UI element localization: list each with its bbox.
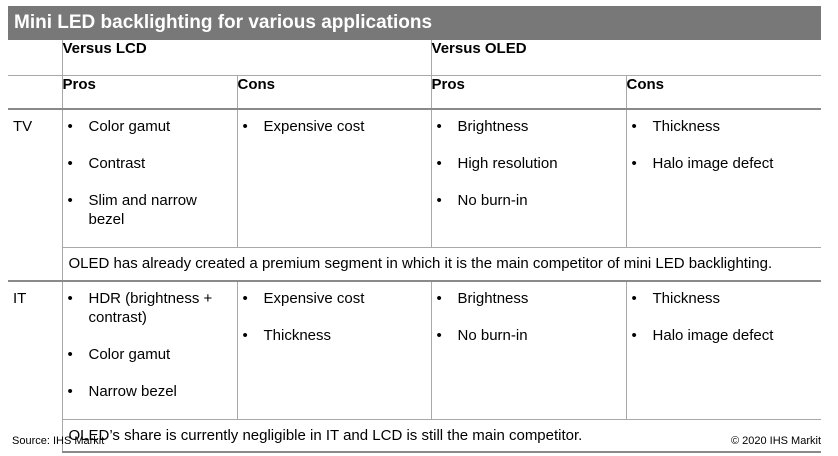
versus-oled-header: Versus OLED <box>430 40 822 76</box>
it-lcd-pros: HDR (brightness + contrast) Color gamut … <box>61 279 237 419</box>
copyright-note: © 2020 IHS Markit <box>730 435 821 447</box>
lcd-cons-header: Cons <box>236 75 432 110</box>
list-item: Halo image defect <box>632 326 822 345</box>
list-item: Brightness <box>437 289 626 308</box>
oled-pros-header: Pros <box>430 75 627 110</box>
it-oled-pros: Brightness No burn-in <box>430 279 627 419</box>
list-item: Color gamut <box>68 117 237 136</box>
list-item: HDR (brightness + contrast) <box>68 289 237 327</box>
app-label-it: IT <box>8 279 62 452</box>
tv-oled-cons: Thickness Halo image defect <box>625 109 822 248</box>
oled-cons-header: Cons <box>625 75 822 110</box>
list-item: Thickness <box>632 289 822 308</box>
list-item: Narrow bezel <box>68 382 237 401</box>
app-label-tv: TV <box>13 118 33 135</box>
tv-note: OLED has already created a premium segme… <box>61 247 822 281</box>
table-row: TV Color gamut Contrast Slim and narrow … <box>8 109 822 248</box>
list-item: Brightness <box>437 117 626 136</box>
list-item: Expensive cost <box>243 117 431 136</box>
lcd-pros-header: Pros <box>61 75 237 110</box>
list-item: Contrast <box>68 154 237 173</box>
table-row: IT HDR (brightness + contrast) Color gam… <box>8 279 822 452</box>
it-oled-cons: Thickness Halo image defect <box>625 279 822 419</box>
it-lcd-cons: Expensive cost Thickness <box>236 279 432 419</box>
versus-lcd-header: Versus LCD <box>61 40 432 76</box>
list-item: Halo image defect <box>632 154 822 173</box>
tv-lcd-pros: Color gamut Contrast Slim and narrow bez… <box>61 109 237 248</box>
list-item: Expensive cost <box>243 289 431 308</box>
tv-oled-pros: Brightness High resolution No burn-in <box>430 109 627 248</box>
list-item: High resolution <box>437 154 626 173</box>
list-item: Thickness <box>632 117 822 136</box>
list-item: Slim and narrow bezel <box>68 191 237 229</box>
subheader-row: Pros Cons Pros Cons <box>8 75 822 110</box>
list-item: Color gamut <box>68 345 237 364</box>
source-note: Source: IHS Markit <box>12 435 105 447</box>
group-header-row: Versus LCD Versus OLED <box>8 40 822 76</box>
list-item: Thickness <box>243 326 431 345</box>
comparison-table: Versus LCD Versus OLED Pros Cons Pros Co… <box>8 40 822 453</box>
list-item: No burn-in <box>437 326 626 345</box>
it-note: OLED’s share is currently negligible in … <box>61 418 822 453</box>
table-title: Mini LED backlighting for various applic… <box>8 6 821 40</box>
tv-lcd-cons: Expensive cost <box>236 109 432 248</box>
table-row: OLED has already created a premium segme… <box>8 247 822 281</box>
list-item: No burn-in <box>437 191 626 210</box>
table-row: OLED’s share is currently negligible in … <box>8 418 822 453</box>
